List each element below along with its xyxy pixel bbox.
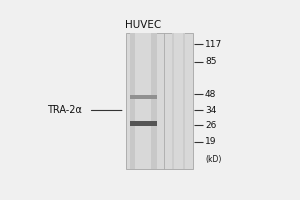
Text: 48: 48 — [205, 90, 216, 99]
Text: 34: 34 — [205, 106, 216, 115]
Bar — [130, 121, 157, 126]
Bar — [172, 33, 184, 169]
Bar — [126, 33, 193, 169]
Bar — [130, 33, 157, 169]
Bar — [135, 33, 151, 169]
Text: TRA-2α: TRA-2α — [47, 105, 82, 115]
Text: HUVEC: HUVEC — [125, 20, 161, 30]
Text: 85: 85 — [205, 57, 216, 66]
Text: 117: 117 — [205, 40, 222, 49]
Bar — [130, 95, 157, 99]
Text: (kD): (kD) — [205, 155, 221, 164]
Bar — [174, 33, 183, 169]
Text: 26: 26 — [205, 121, 216, 130]
Text: 19: 19 — [205, 137, 216, 146]
